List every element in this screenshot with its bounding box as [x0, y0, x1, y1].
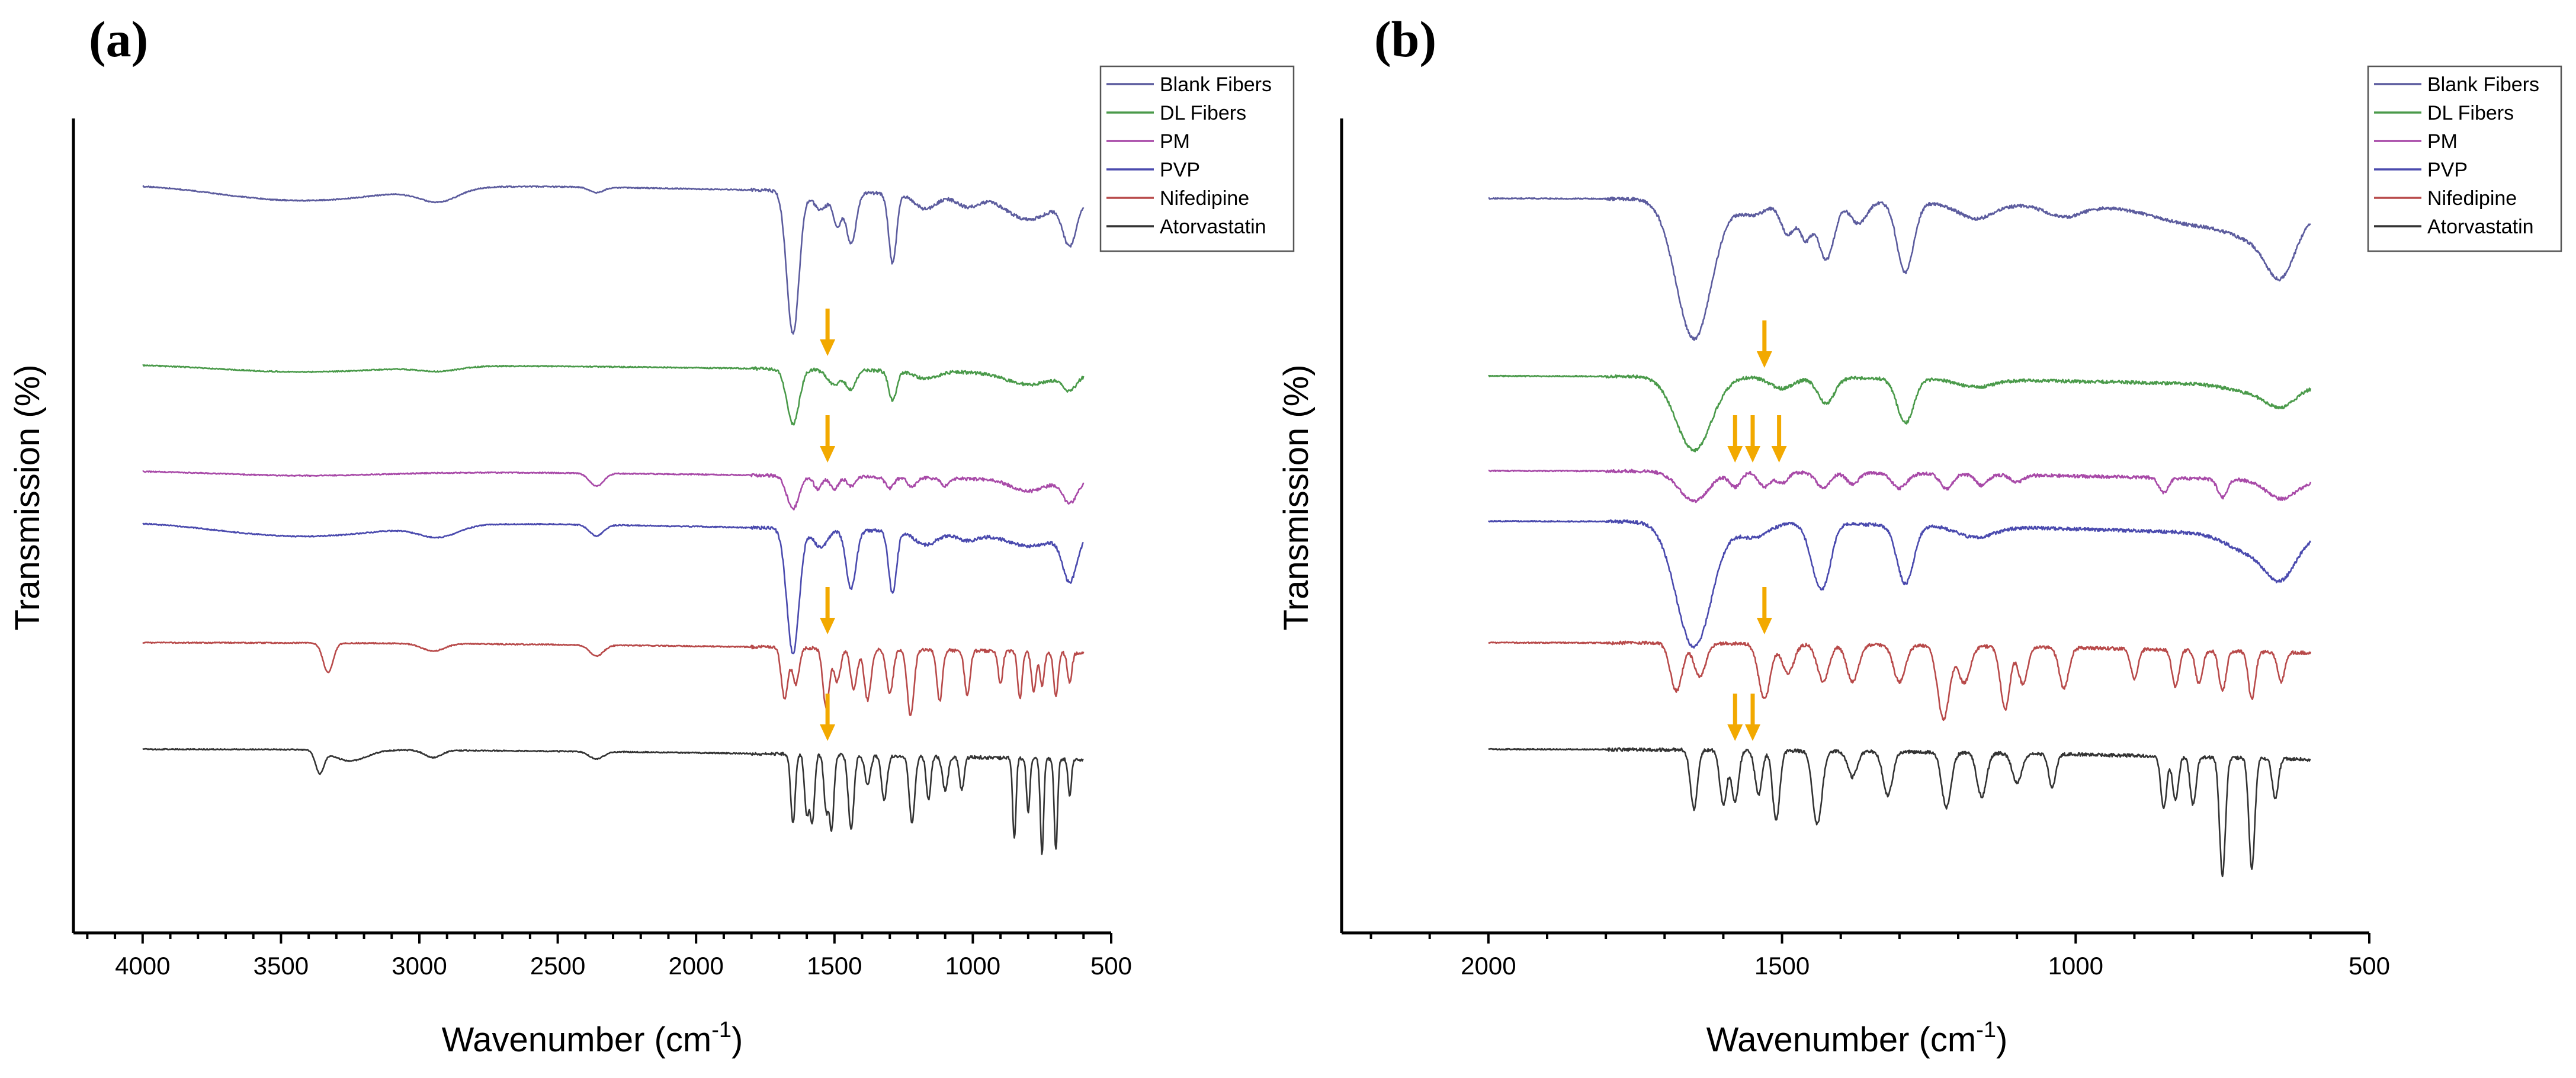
legend-label: PVP: [1160, 159, 1200, 181]
peak-arrow: [1727, 415, 1743, 463]
peak-arrow: [1771, 415, 1787, 463]
x-tick-label: 500: [2349, 952, 2390, 980]
legend-label: Atorvastatin: [1160, 216, 1266, 238]
peak-arrow: [1727, 694, 1743, 741]
x-tick-label: 2000: [668, 952, 723, 980]
trace-pvp: [142, 522, 1084, 654]
x-tick-label: 4000: [115, 952, 170, 980]
peak-arrow-head: [1771, 446, 1787, 463]
legend-label: Nifedipine: [2427, 187, 2517, 210]
legend-label: Atorvastatin: [2427, 216, 2534, 238]
peak-arrow-head: [1727, 724, 1743, 741]
panel-b-y-title: Transmission (%): [1277, 364, 1316, 630]
peak-arrow-head: [1756, 351, 1772, 368]
peak-arrow-head: [1745, 724, 1760, 741]
trace-blank-fibers: [1488, 196, 2311, 341]
panel-a-x-title: Wavenumber (cm-1): [442, 1018, 743, 1059]
panel-b-legend-box: [2367, 65, 2562, 252]
x-tick-label: 3000: [392, 952, 447, 980]
legend-label: PVP: [2427, 159, 2468, 181]
peak-arrow-head: [820, 724, 836, 741]
panel-a-legend-box: [1099, 65, 1295, 252]
trace-pm: [142, 470, 1085, 511]
x-tick-label: 3500: [254, 952, 309, 980]
trace-atorvastatin: [142, 747, 1084, 855]
peak-arrow: [820, 415, 836, 463]
peak-arrow-head: [1756, 618, 1772, 634]
peak-arrow-head: [820, 618, 836, 634]
legend-label: DL Fibers: [1160, 102, 1246, 124]
panel-b: (b) 2000 1500 1000 500 Wavenumber (cm-1) Tr…: [1277, 11, 2562, 1059]
panel-b-x-ticks: 2000 1500 1000 500: [1369, 933, 2390, 980]
trace-atorvastatin: [1488, 747, 2311, 878]
peak-arrow-head: [1727, 446, 1743, 463]
x-tick-label: 1000: [2048, 952, 2103, 980]
peak-arrow-head: [820, 446, 836, 463]
x-tick-label: 2000: [1461, 952, 1516, 980]
trace-pm: [1488, 469, 2312, 503]
peak-arrow: [1756, 587, 1772, 634]
peak-arrow: [820, 694, 836, 741]
panel-b-label: (b): [1374, 11, 1436, 68]
trace-pvp: [1488, 519, 2312, 649]
panel-a-traces: [142, 185, 1085, 855]
peak-arrow-head: [820, 339, 836, 356]
peak-arrow: [820, 309, 836, 356]
peak-arrow: [1756, 320, 1772, 368]
panel-b-traces: [1488, 196, 2312, 878]
peak-arrow: [1745, 415, 1760, 463]
legend-label: PM: [2427, 130, 2458, 153]
x-tick-label: 1500: [807, 952, 862, 980]
legend-label: Blank Fibers: [2427, 73, 2539, 96]
panel-a: (a) 4000 3500 3000 2500 2000 1500 1000 500 Wave…: [8, 11, 1295, 1059]
peak-arrow-head: [1745, 446, 1760, 463]
peak-arrow: [820, 587, 836, 634]
panel-a-arrows: [820, 309, 836, 741]
trace-nifedipine: [142, 641, 1085, 717]
legend-label: DL Fibers: [2427, 102, 2514, 124]
x-tick-label: 1500: [1754, 952, 1810, 980]
x-tick-label: 1000: [945, 952, 1000, 980]
legend-label: PM: [1160, 130, 1190, 153]
panel-a-label: (a): [89, 11, 148, 68]
peak-arrow: [1745, 694, 1760, 741]
panel-b-arrows: [1727, 320, 1787, 741]
legend-label: Blank Fibers: [1160, 73, 1272, 96]
trace-blank-fibers: [142, 185, 1085, 335]
legend-label: Nifedipine: [1160, 187, 1249, 210]
panel-b-legend: Blank Fibers DL Fibers PM PVP Nifedipine Ator…: [2367, 65, 2562, 252]
trace-dl-fibers: [142, 364, 1085, 426]
x-tick-label: 2500: [530, 952, 585, 980]
panel-a-x-ticks: 4000 3500 3000 2500 2000 1500 1000 500: [86, 933, 1132, 980]
trace-dl-fibers: [1488, 374, 2312, 453]
x-tick-label: 500: [1090, 952, 1132, 980]
panel-b-x-title: Wavenumber (cm-1): [1706, 1018, 2008, 1059]
panel-a-legend: Blank Fibers DL Fibers PM PVP Nifedipine Ator…: [1099, 65, 1295, 252]
panel-a-y-title: Transmission (%): [8, 364, 47, 630]
trace-nifedipine: [1488, 640, 2312, 721]
